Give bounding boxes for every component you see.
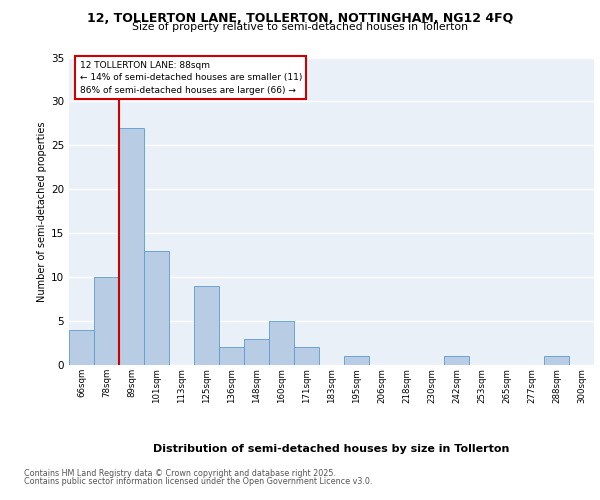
Text: Contains public sector information licensed under the Open Government Licence v3: Contains public sector information licen… <box>24 477 373 486</box>
Bar <box>194 286 219 365</box>
Bar <box>294 348 319 365</box>
Text: Size of property relative to semi-detached houses in Tollerton: Size of property relative to semi-detach… <box>132 22 468 32</box>
Bar <box>144 251 169 365</box>
Bar <box>119 128 144 365</box>
Bar <box>444 356 469 365</box>
Bar <box>219 348 244 365</box>
Bar <box>344 356 369 365</box>
Bar <box>269 321 294 365</box>
Text: 12, TOLLERTON LANE, TOLLERTON, NOTTINGHAM, NG12 4FQ: 12, TOLLERTON LANE, TOLLERTON, NOTTINGHA… <box>87 12 513 26</box>
Bar <box>69 330 94 365</box>
Bar <box>94 277 119 365</box>
Bar <box>544 356 569 365</box>
Bar <box>244 338 269 365</box>
Text: 12 TOLLERTON LANE: 88sqm
← 14% of semi-detached houses are smaller (11)
86% of s: 12 TOLLERTON LANE: 88sqm ← 14% of semi-d… <box>79 60 302 94</box>
Y-axis label: Number of semi-detached properties: Number of semi-detached properties <box>37 121 47 302</box>
Text: Contains HM Land Registry data © Crown copyright and database right 2025.: Contains HM Land Registry data © Crown c… <box>24 468 336 477</box>
X-axis label: Distribution of semi-detached houses by size in Tollerton: Distribution of semi-detached houses by … <box>154 444 509 454</box>
